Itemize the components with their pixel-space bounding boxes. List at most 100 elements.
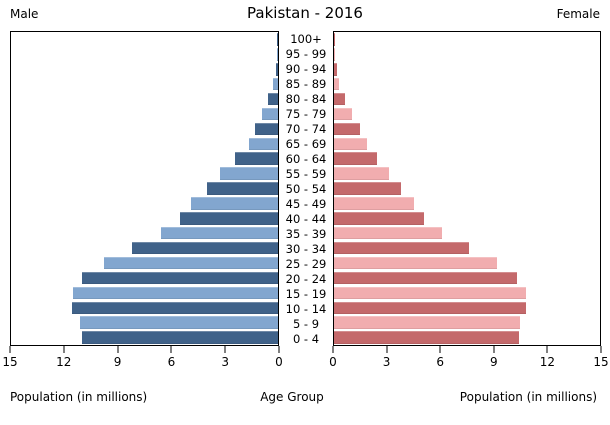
bar-female-20-24 [334, 271, 517, 285]
bar-male-75-79 [261, 107, 278, 121]
bar-female-30-34 [334, 241, 469, 255]
bar-female-25-29 [334, 256, 498, 270]
bar-male-30-34 [132, 241, 278, 255]
tick-label-0: 0 [329, 355, 337, 369]
age-label-5-9: 5 - 9 [292, 316, 320, 331]
bar-male-50-54 [206, 182, 278, 195]
bar-male-35-39 [160, 226, 278, 240]
bar-male-100plus [277, 33, 278, 46]
age-label-15-19: 15 - 19 [285, 286, 327, 301]
bar-male-95-99 [277, 48, 278, 61]
bar-row-female-70-74 [334, 121, 600, 136]
female-axis-label: Population (in millions) [459, 390, 597, 404]
tick-9 [493, 346, 495, 353]
bar-row-male-95-99 [11, 47, 278, 62]
age-label-0-4: 0 - 4 [292, 331, 320, 346]
age-label-40-44: 40 - 44 [285, 211, 327, 226]
tick-6 [170, 346, 172, 353]
tick-label-12: 12 [539, 355, 556, 369]
age-group-axis-label: Age Group [260, 390, 324, 404]
bar-row-male-65-69 [11, 136, 278, 151]
tick-0 [278, 346, 280, 353]
bar-row-female-95-99 [334, 47, 600, 62]
male-axis-label: Population (in millions) [10, 390, 148, 404]
bar-row-male-45-49 [11, 196, 278, 211]
age-group-axis: 100+ 95 - 99 90 - 94 85 - 89 80 - 84 75 - 79 7… [279, 31, 333, 346]
bar-male-15-19 [73, 286, 278, 300]
bar-male-70-74 [254, 122, 278, 136]
bar-male-0-4 [82, 331, 278, 344]
bar-row-female-35-39 [334, 226, 600, 241]
bar-row-female-80-84 [334, 92, 600, 107]
male-x-axis-ticks [9, 346, 280, 354]
bar-male-10-14 [71, 301, 278, 315]
bar-row-female-30-34 [334, 241, 600, 256]
bar-row-male-90-94 [11, 62, 278, 77]
age-label-70-74: 70 - 74 [285, 121, 327, 136]
bar-female-15-19 [334, 286, 527, 300]
age-label-35-39: 35 - 39 [285, 226, 327, 241]
female-x-axis-tick-labels: 0 3 6 9 12 15 [329, 355, 608, 370]
age-label-90-94: 90 - 94 [285, 61, 327, 76]
female-x-axis-ticks [332, 346, 602, 354]
bar-male-85-89 [272, 77, 278, 91]
bar-row-female-15-19 [334, 285, 600, 300]
bar-row-female-85-89 [334, 77, 600, 92]
bar-female-40-44 [334, 212, 425, 225]
tick-9 [117, 346, 119, 353]
bar-row-male-20-24 [11, 271, 278, 286]
bar-row-male-100plus [11, 32, 278, 47]
bar-female-55-59 [334, 167, 389, 180]
tick-label-3: 3 [221, 355, 230, 369]
bar-female-70-74 [334, 122, 360, 136]
bar-female-75-79 [334, 107, 352, 121]
tick-12 [63, 346, 65, 353]
bar-female-0-4 [334, 331, 520, 344]
bar-female-85-89 [334, 77, 340, 91]
age-label-80-84: 80 - 84 [285, 91, 327, 106]
bar-female-60-64 [334, 152, 378, 165]
tick-15 [9, 346, 11, 353]
tick-3 [386, 346, 388, 353]
tick-label-15: 15 [593, 355, 609, 369]
age-label-30-34: 30 - 34 [285, 241, 327, 256]
bar-male-90-94 [275, 63, 278, 76]
bar-row-male-75-79 [11, 107, 278, 122]
bar-row-female-5-9 [334, 315, 600, 330]
tick-0 [332, 346, 334, 353]
age-label-95-99: 95 - 99 [285, 46, 327, 61]
bar-row-female-65-69 [334, 136, 600, 151]
bar-row-female-45-49 [334, 196, 600, 211]
tick-label-0: 0 [275, 355, 283, 369]
bar-female-5-9 [334, 316, 521, 329]
male-bars [11, 32, 278, 345]
female-side-header: Female [556, 7, 600, 21]
bar-row-female-50-54 [334, 181, 600, 196]
bar-row-female-10-14 [334, 300, 600, 315]
tick-3 [224, 346, 226, 353]
bar-male-60-64 [235, 152, 278, 165]
bar-female-95-99 [334, 48, 336, 61]
bar-row-male-5-9 [11, 315, 278, 330]
tick-label-12: 12 [56, 355, 72, 369]
bar-row-male-15-19 [11, 285, 278, 300]
male-side-header: Male [10, 7, 39, 21]
bar-male-80-84 [268, 92, 278, 106]
bar-row-female-20-24 [334, 271, 600, 286]
bar-row-female-25-29 [334, 256, 600, 271]
bar-row-female-40-44 [334, 211, 600, 226]
tick-label-9: 9 [113, 355, 122, 369]
age-label-65-69: 65 - 69 [285, 136, 327, 151]
male-x-axis-tick-labels: 15 12 9 6 3 0 [2, 355, 282, 370]
bar-row-female-100plus [334, 32, 600, 47]
age-label-55-59: 55 - 59 [285, 166, 327, 181]
bar-row-male-80-84 [11, 92, 278, 107]
tick-12 [546, 346, 548, 353]
tick-label-3: 3 [382, 355, 391, 369]
bar-male-5-9 [80, 316, 278, 329]
bar-row-female-75-79 [334, 107, 600, 122]
bar-female-80-84 [334, 92, 345, 106]
tick-label-9: 9 [489, 355, 498, 369]
age-label-45-49: 45 - 49 [285, 196, 327, 211]
